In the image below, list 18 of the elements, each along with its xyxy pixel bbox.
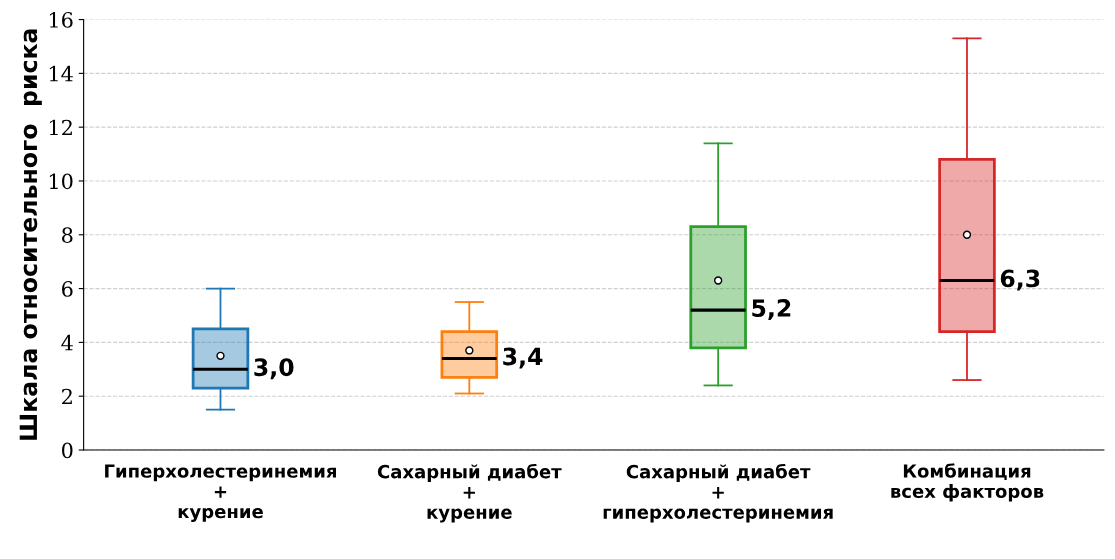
text: 3,0 — [254, 358, 294, 380]
y-tick-label: 2 — [62, 388, 72, 405]
text: 6,3 — [1000, 269, 1040, 291]
text: 5,2 — [752, 299, 791, 320]
x-tick-label: Сахарный диабет + курение — [377, 463, 562, 523]
y-tick-label: 12 — [49, 119, 72, 136]
y-tick-label: 14 — [49, 65, 73, 82]
y-tick-label: 0 — [62, 442, 73, 459]
x-tick-label: Сахарный диабет + гиперхолестеринемия — [603, 463, 833, 523]
y-axis-title: Шкала относительного риска — [19, 29, 42, 440]
text: 3,4 — [503, 347, 543, 369]
y-tick-label: 4 — [61, 334, 73, 351]
x-tick-label: Гиперхолестеринемия + курение — [105, 464, 337, 522]
y-tick-label: 16 — [49, 12, 73, 28]
y-tick-label: 8 — [62, 227, 73, 243]
y-tick-label: 10 — [49, 173, 73, 190]
x-tick-label: Комбинация всех факторов — [891, 463, 1044, 502]
y-tick-label: 6 — [62, 281, 73, 297]
